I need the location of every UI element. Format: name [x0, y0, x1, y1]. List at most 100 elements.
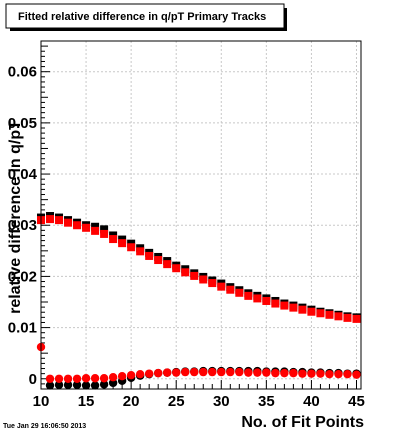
data-point-circle [235, 367, 244, 377]
x-tick-label: 25 [168, 393, 185, 410]
data-point-square [334, 312, 343, 321]
data-point-square [145, 251, 154, 260]
data-point-square [100, 225, 109, 234]
data-point-circle [199, 367, 208, 377]
data-point-circle [271, 368, 280, 378]
title-frame [5, 3, 285, 29]
data-point-circle [316, 369, 325, 378]
data-point-square [199, 275, 208, 284]
data-point-circle [244, 368, 253, 377]
data-point-circle [253, 368, 262, 377]
data-point-square [163, 260, 172, 269]
chart-title: Fitted relative difference in q/pT Prima… [18, 11, 266, 23]
data-point-square [109, 235, 118, 244]
data-point-square [244, 291, 253, 300]
plot-frame [40, 40, 362, 390]
data-point-circle [190, 367, 199, 377]
data-point-square [46, 215, 55, 224]
x-tick-label: 20 [123, 393, 140, 410]
data-point-circle [81, 381, 91, 390]
data-point-square [343, 313, 352, 322]
data-point-square [316, 309, 325, 318]
data-point-square [217, 282, 226, 291]
data-point-square [181, 268, 190, 277]
data-point-circle [280, 368, 289, 378]
data-point-square [127, 243, 136, 252]
y-tick-label: 0.06 [8, 64, 37, 81]
data-point-circle [63, 380, 73, 390]
data-point-square [289, 303, 298, 312]
data-point-circle [162, 368, 172, 377]
data-point-circle [72, 380, 82, 390]
data-point-square [280, 301, 289, 310]
data-point-circle [117, 372, 127, 381]
data-point-square [307, 307, 316, 316]
data-point-circle [153, 368, 163, 378]
data-point-circle [72, 374, 82, 383]
data-point-circle [45, 374, 55, 383]
title-shadow-right [284, 8, 287, 31]
data-point-circle [108, 373, 118, 382]
data-point-circle [90, 374, 100, 383]
data-point-circle [172, 368, 181, 377]
data-point-circle [99, 374, 109, 383]
data-point-circle [325, 369, 334, 379]
data-point-circle [144, 369, 154, 378]
data-point-circle [217, 367, 226, 377]
y-tick-label: 0.04 [8, 166, 38, 183]
data-point-square [325, 310, 334, 319]
x-tick-label: 30 [213, 393, 230, 410]
data-point-square [298, 305, 307, 314]
data-point-square [91, 222, 100, 231]
data-point-square [352, 314, 361, 323]
data-point-square [262, 296, 271, 305]
data-point-square [82, 223, 91, 232]
data-point-circle [54, 374, 64, 383]
data-point-square [208, 279, 217, 288]
x-tick-label: 10 [33, 393, 50, 410]
data-point-circle [208, 367, 217, 377]
data-point-circle [63, 374, 73, 383]
data-point-circle [226, 367, 235, 377]
data-point-circle [81, 374, 91, 383]
data-point-circle [334, 369, 343, 379]
data-point-square [271, 299, 280, 308]
data-point-circle [289, 368, 298, 378]
y-tick-label: 0.05 [8, 115, 37, 132]
x-tick-label: 40 [303, 393, 320, 410]
data-point-circle [181, 367, 190, 377]
data-point-circle [298, 369, 307, 378]
y-tick-label: 0.02 [8, 268, 37, 285]
title-box: Fitted relative difference in q/pT Prima… [5, 3, 287, 31]
x-tick-label: 35 [258, 393, 275, 410]
data-point-circle [352, 370, 361, 379]
data-point-circle [45, 381, 55, 390]
title-shadow-bottom [10, 28, 287, 31]
data-point-square [253, 294, 262, 303]
data-point-square [190, 271, 199, 280]
data-point-circle [135, 369, 145, 379]
x-axis-title: No. of Fit Points [241, 414, 364, 431]
timestamp-footer: Tue Jan 29 16:06:50 2013 [3, 423, 86, 430]
y-tick-label: 0 [29, 371, 37, 388]
data-point-square [91, 226, 100, 235]
data-point-square [235, 288, 244, 297]
data-point-square [154, 256, 163, 265]
y-tick-label: 0.01 [8, 320, 37, 337]
data-point-square [118, 239, 127, 248]
x-tick-label: 15 [78, 393, 95, 410]
data-point-circle [54, 380, 64, 390]
y-tick-label: 0.03 [8, 217, 37, 234]
data-point-square [100, 229, 109, 238]
data-point-circle [99, 380, 109, 389]
data-point-square [136, 247, 145, 256]
data-point-square [64, 218, 73, 227]
data-point-circle [343, 369, 352, 379]
data-point-square [226, 285, 235, 294]
data-point-circle [126, 370, 136, 380]
y-axis-title: relative difference in q/pT [7, 120, 24, 314]
data-point-circle [307, 369, 316, 378]
data-point-circle [90, 381, 100, 390]
data-point-square [55, 216, 64, 225]
